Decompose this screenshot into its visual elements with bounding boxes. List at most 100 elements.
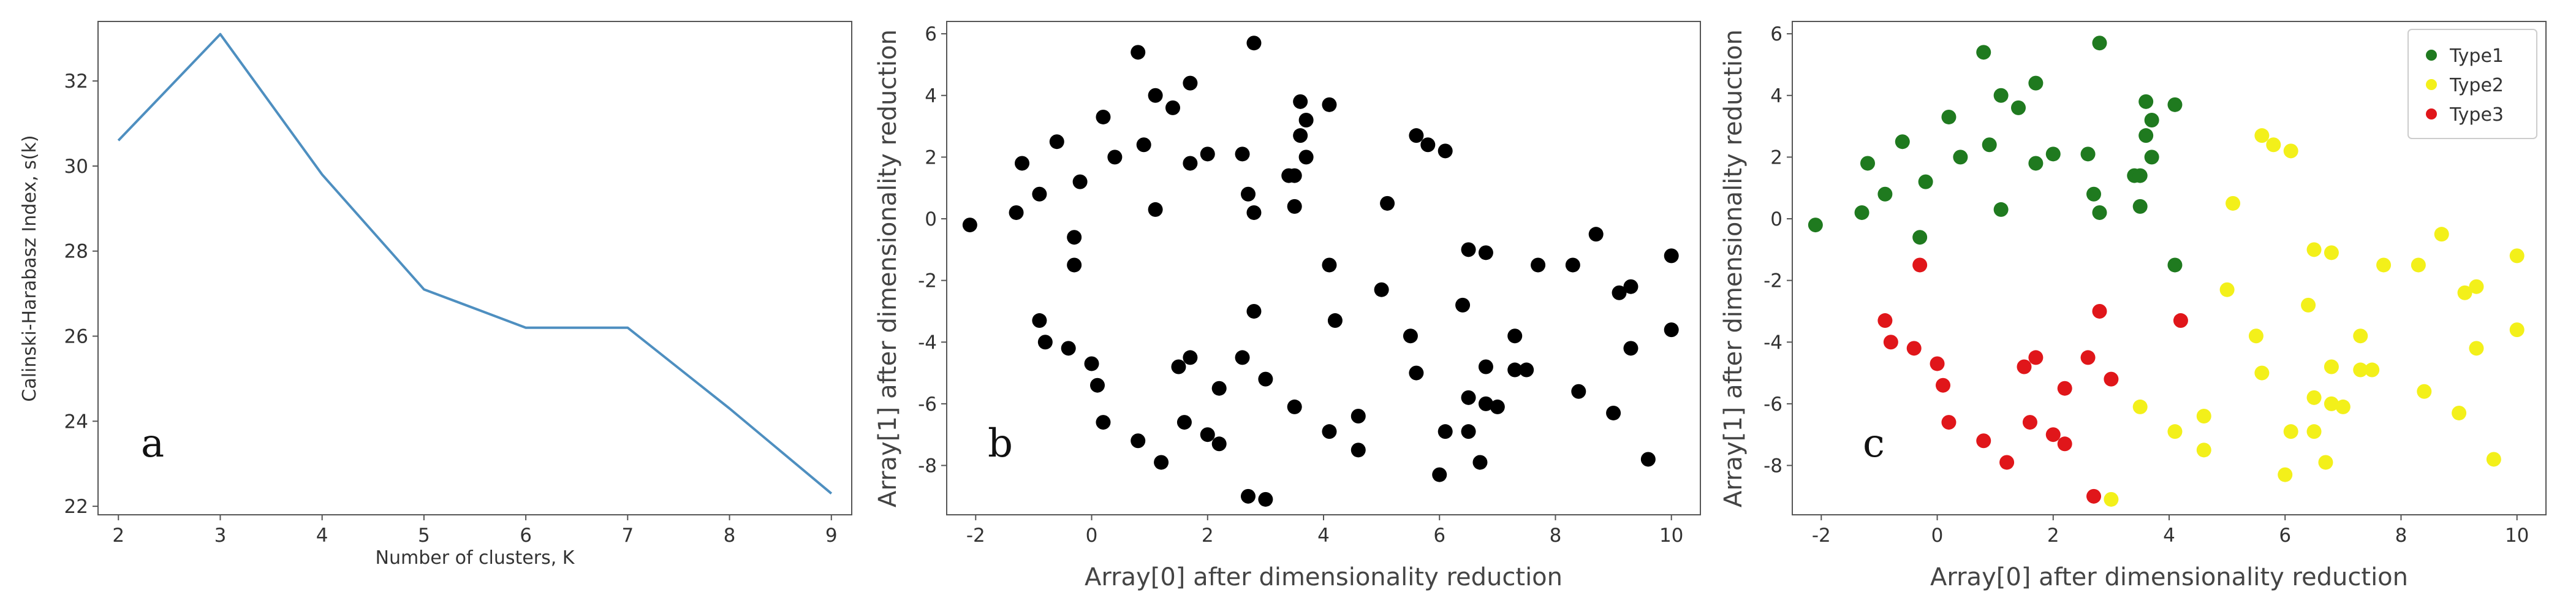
x-tick-label: 8 — [724, 525, 736, 547]
scatter-point-type3 — [2092, 303, 2107, 319]
scatter-point-type2 — [2324, 245, 2339, 260]
x-tick-label: 4 — [316, 525, 328, 547]
scatter-point-type3 — [2080, 350, 2096, 365]
scatter-point-type3 — [2086, 488, 2101, 504]
scatter-point-type2 — [2335, 399, 2351, 414]
scatter-point-type2 — [2248, 328, 2263, 344]
y-tick-label: 28 — [64, 241, 88, 263]
scatter-point-type2 — [2509, 248, 2525, 264]
scatter-point-type2 — [2167, 424, 2183, 439]
scatter-point — [1009, 205, 1024, 220]
scatter-point — [1246, 303, 1262, 319]
scatter-point-type1 — [2080, 146, 2096, 162]
scatter-point-type2 — [2318, 455, 2333, 470]
legend-label-type1: Type1 — [2449, 45, 2504, 67]
scatter-point — [1623, 279, 1638, 294]
scatter-point-type3 — [1877, 313, 1893, 328]
scatter-point-type2 — [2283, 424, 2298, 439]
scatter-point-type3 — [2028, 350, 2044, 365]
scatter-point — [1298, 113, 1314, 127]
scatter-point — [1049, 134, 1064, 150]
y-tick-label: 6 — [1770, 23, 1782, 45]
scatter-point — [1606, 405, 1621, 420]
y-tick-label: 26 — [64, 326, 88, 348]
x-tick-label: 6 — [2279, 525, 2291, 547]
scatter-point-type3 — [2017, 359, 2032, 374]
scatter-point — [1061, 341, 1076, 356]
scatter-point — [1131, 433, 1146, 449]
scatter-point-type2 — [2457, 285, 2472, 300]
scatter-point-type1 — [2167, 97, 2183, 112]
scatter-point — [1096, 109, 1111, 124]
x-tick-label: 8 — [2395, 525, 2407, 547]
scatter-point-type3 — [1941, 415, 1957, 430]
y-tick-label: -4 — [918, 332, 937, 354]
scatter-point — [1241, 186, 1256, 202]
panel-c-chart: -2 0 2 4 6 8 10 -8 -6 -4 -2 0 2 4 6 Array[0] after di… — [1719, 21, 2547, 591]
scatter-point — [1148, 88, 1163, 103]
scatter-point-type1 — [1976, 45, 1991, 60]
scatter-point — [1148, 202, 1163, 217]
scatter-point-type1 — [1941, 109, 1957, 124]
panel-b-data-marks — [962, 36, 1679, 507]
scatter-point — [1455, 297, 1471, 313]
scatter-point — [1374, 282, 1389, 297]
scatter-point-type1 — [2132, 168, 2148, 183]
scatter-point-type1 — [2011, 100, 2026, 115]
scatter-point-type1 — [2028, 156, 2044, 171]
scatter-point-type2 — [2196, 442, 2211, 458]
scatter-point-type3 — [1936, 378, 1950, 393]
panel-c-y-axis-label: Array[1] after dimensionality reduction — [1719, 29, 1748, 507]
scatter-point — [1287, 199, 1302, 214]
x-tick-label: 6 — [1433, 525, 1445, 547]
scatter-point — [1438, 424, 1453, 439]
y-tick-label: 22 — [64, 496, 88, 518]
panel-a-x-axis-label: Number of clusters, K — [376, 547, 575, 569]
scatter-point — [1154, 455, 1169, 470]
panel-a-data-marks — [117, 32, 833, 495]
y-tick-label: 0 — [1770, 208, 1782, 230]
scatter-point-type2 — [2486, 452, 2501, 467]
y-tick-label: -8 — [918, 455, 937, 477]
scatter-point — [1211, 436, 1227, 452]
scatter-point-type1 — [1953, 150, 1968, 165]
scatter-point — [1612, 285, 1627, 300]
scatter-point — [1165, 100, 1180, 115]
scatter-point — [1298, 150, 1314, 165]
x-tick-label: 3 — [214, 525, 227, 547]
y-tick-label: -2 — [1763, 270, 1782, 292]
x-tick-label: 2 — [2047, 525, 2059, 547]
x-tick-label: 9 — [825, 525, 838, 547]
panel-c-legend: Type1 Type2 Type3 — [2407, 29, 2537, 139]
x-tick-label: 10 — [2505, 525, 2529, 547]
scatter-point-type1 — [1808, 218, 1823, 233]
x-tick-label: -2 — [966, 525, 985, 547]
scatter-point-type2 — [2132, 399, 2148, 414]
panel-a-axes-frame — [97, 21, 852, 515]
y-tick-label: -2 — [918, 270, 937, 292]
scatter-point-type3 — [1976, 433, 1991, 449]
scatter-point-type2 — [2226, 195, 2241, 211]
scatter-point — [1090, 378, 1105, 393]
scatter-point — [1235, 146, 1250, 162]
scatter-point-type2 — [2283, 143, 2298, 159]
scatter-point-type3 — [1912, 257, 1928, 273]
x-tick-label: -2 — [1812, 525, 1831, 547]
scatter-point-type1 — [1912, 230, 1928, 245]
scatter-point-type3 — [1930, 356, 1945, 371]
y-tick-label: 32 — [64, 70, 88, 93]
panel-b-chart: -2 0 2 4 6 8 10 -8 -6 -4 -2 0 2 4 6 Array[0] after di… — [874, 21, 1701, 591]
scatter-point — [1327, 313, 1343, 328]
scatter-point — [1403, 328, 1418, 344]
y-tick-label: -4 — [1763, 332, 1782, 354]
x-tick-label: 10 — [1659, 525, 1683, 547]
scatter-point — [1472, 455, 1488, 470]
scatter-point — [1420, 137, 1436, 153]
scatter-point-type2 — [2266, 137, 2281, 153]
scatter-point-type1 — [2132, 199, 2148, 214]
scatter-point-type3 — [1883, 335, 1898, 350]
y-tick-label: 2 — [1770, 146, 1782, 169]
scatter-point-type1 — [2138, 128, 2154, 143]
y-tick-label: 4 — [1770, 85, 1782, 107]
y-tick-label: 30 — [64, 156, 88, 178]
